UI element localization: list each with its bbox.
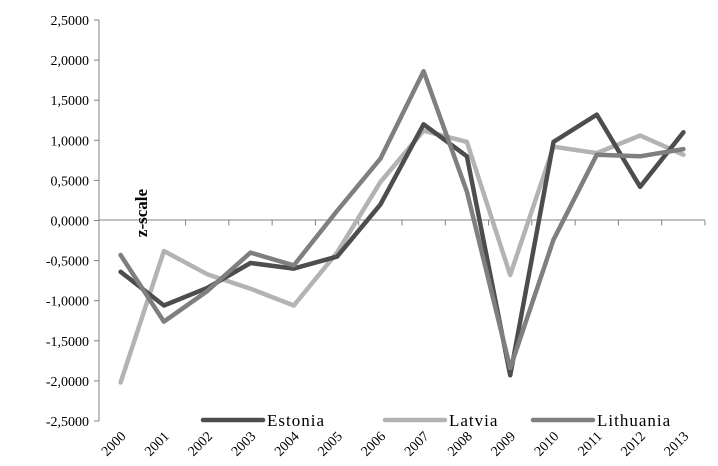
legend-label-estonia: Estonia — [267, 411, 325, 430]
legend-background — [198, 406, 708, 428]
x-tick-label: 2013 — [662, 429, 692, 459]
x-tick-label: 2010 — [532, 429, 562, 459]
x-tick-label: 2009 — [489, 429, 519, 459]
y-axis-label: z-scale — [132, 188, 151, 237]
x-tick-label: 2007 — [402, 429, 432, 459]
series-line-latvia — [118, 128, 686, 385]
y-tick-label: -2,5000 — [46, 415, 89, 430]
x-tick-label: 2008 — [445, 429, 475, 459]
y-tick-label: 2,5000 — [51, 14, 90, 29]
y-tick-labels: 2,5000 2,0000 1,5000 1,0000 0,5000 0,0000 -0,5… — [46, 14, 99, 430]
y-tick-label: 2,0000 — [51, 54, 90, 69]
y-tick-label: 0,0000 — [51, 215, 90, 230]
legend-label-latvia: Latvia — [449, 411, 498, 430]
y-tick-label: -2,0000 — [46, 375, 89, 390]
y-tick-label: -0,5000 — [46, 255, 89, 270]
y-tick-label: -1,5000 — [46, 335, 89, 350]
x-tick-label: 2006 — [359, 429, 389, 459]
x-tick-label: 2001 — [142, 429, 172, 459]
legend-label-lithuania: Lithuania — [597, 411, 671, 430]
x-tick-label: 2003 — [229, 429, 259, 459]
y-tick-label: 0,5000 — [51, 174, 90, 189]
series-line-lithuania — [118, 69, 686, 371]
x-tick-label: 2000 — [99, 429, 129, 459]
x-tick-label: 2002 — [186, 429, 216, 459]
legend: Estonia Latvia Lithuania — [198, 406, 708, 430]
y-tick-label: -1,0000 — [46, 295, 89, 310]
y-tick-label: 1,0000 — [51, 134, 90, 149]
x-tick-label: 2011 — [576, 429, 606, 459]
x-tick-label: 2005 — [315, 429, 345, 459]
x-tick-label: 2012 — [618, 429, 648, 459]
series-lines — [118, 69, 686, 385]
y-tick-label: 1,5000 — [51, 94, 90, 109]
x-tick-label: 2004 — [272, 429, 302, 459]
